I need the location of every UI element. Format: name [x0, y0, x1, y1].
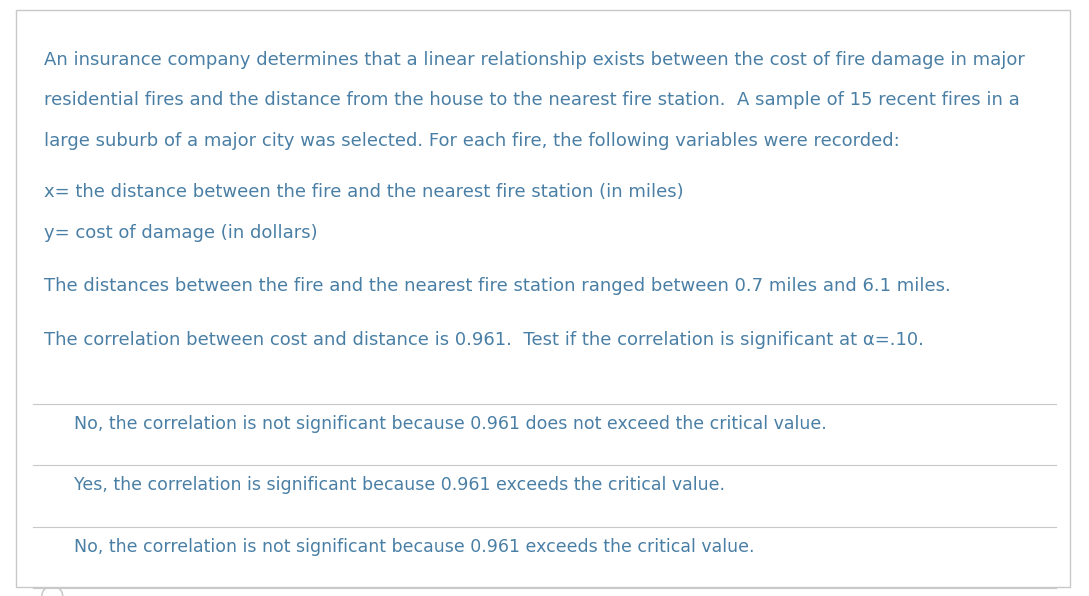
- Text: An insurance company determines that a linear relationship exists between the co: An insurance company determines that a l…: [44, 51, 1025, 69]
- Text: Yes, the correlation is significant because 0.961 exceeds the critical value.: Yes, the correlation is significant beca…: [74, 476, 725, 494]
- Text: No, the correlation is not significant because 0.961 exceeds the critical value.: No, the correlation is not significant b…: [74, 538, 755, 555]
- Text: large suburb of a major city was selected. For each fire, the following variable: large suburb of a major city was selecte…: [44, 132, 900, 150]
- Text: residential fires and the distance from the house to the nearest fire station.  : residential fires and the distance from …: [44, 91, 1019, 109]
- Text: No, the correlation is not significant because 0.961 does not exceed the critica: No, the correlation is not significant b…: [74, 415, 827, 433]
- Text: The distances between the fire and the nearest fire station ranged between 0.7 m: The distances between the fire and the n…: [44, 277, 951, 295]
- Text: x= the distance between the fire and the nearest fire station (in miles): x= the distance between the fire and the…: [44, 183, 683, 201]
- Text: y= cost of damage (in dollars): y= cost of damage (in dollars): [44, 224, 317, 241]
- Text: The correlation between cost and distance is 0.961.  Test if the correlation is : The correlation between cost and distanc…: [44, 331, 923, 349]
